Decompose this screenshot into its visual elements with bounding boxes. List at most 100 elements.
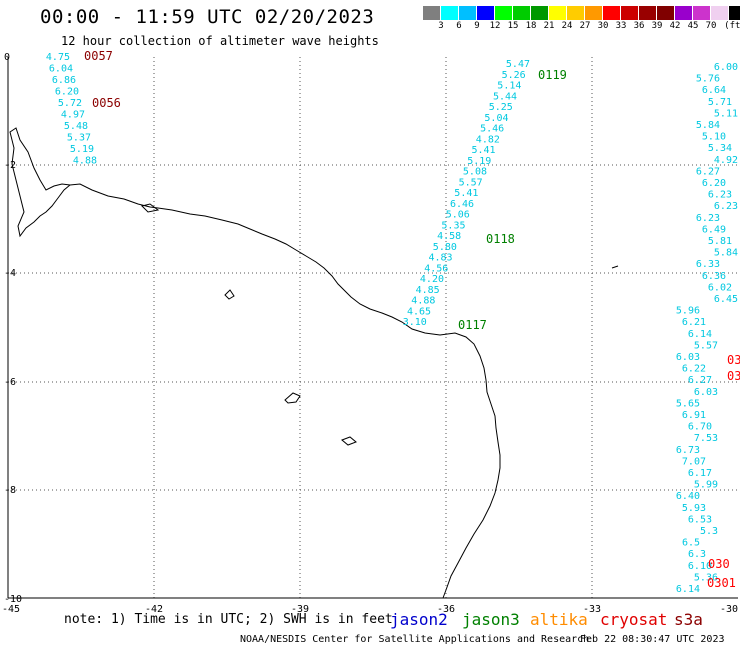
wave-height-value: 4.20 xyxy=(420,274,444,285)
island xyxy=(341,436,357,446)
wave-height-value: 5.19 xyxy=(70,144,94,155)
wave-height-value: 6.14 xyxy=(688,329,712,340)
wave-height-value: 6.3 xyxy=(688,549,706,560)
colorbar-label: 30 xyxy=(597,21,609,31)
wave-height-value: 6.03 xyxy=(694,387,718,398)
wave-height-value: 5.81 xyxy=(708,236,732,247)
wave-height-value: 4.82 xyxy=(476,134,500,145)
colorbar-label: 24 xyxy=(561,21,573,31)
wave-height-value: 5.04 xyxy=(484,113,508,124)
wave-height-value: 7.07 xyxy=(682,456,706,467)
wave-height-value: 5.93 xyxy=(682,503,706,514)
colorbar-label: (ft) xyxy=(724,21,740,31)
colorbar-swatch xyxy=(549,6,567,20)
colorbar-label: 36 xyxy=(633,21,645,31)
colorbar-swatch xyxy=(477,6,495,20)
island xyxy=(224,289,235,300)
legend-jason2: jason2 xyxy=(390,610,448,629)
wave-height-value: 5.80 xyxy=(433,242,457,253)
wave-height-value: 5.76 xyxy=(696,74,720,85)
wave-height-value: 6.33 xyxy=(696,259,720,270)
colorbar-swatch xyxy=(639,6,657,20)
wave-height-value: 4.58 xyxy=(437,231,461,242)
wave-height-value: 5.25 xyxy=(489,102,513,113)
pass-label: 0118 xyxy=(486,232,515,246)
pass-label: 030 xyxy=(727,369,740,383)
wave-height-value: 6.53 xyxy=(688,514,712,525)
wave-height-value: 6.91 xyxy=(682,410,706,421)
wave-height-value: 6.03 xyxy=(676,352,700,363)
island xyxy=(141,203,160,213)
wave-height-value: 6.45 xyxy=(714,294,738,305)
wave-height-value: 5.57 xyxy=(459,177,483,188)
colorbar-swatch xyxy=(693,6,711,20)
legend-note: note: 1) Time is in UTC; 2) SWH is in fe… xyxy=(64,612,393,627)
x-tick-label: -33 xyxy=(583,604,601,615)
wave-height-value: 6.23 xyxy=(708,190,732,201)
wave-height-value: 5.48 xyxy=(64,121,88,132)
x-tick-label: -45 xyxy=(2,604,20,615)
wave-height-value: 4.65 xyxy=(407,306,431,317)
colorbar-swatch xyxy=(495,6,513,20)
wave-height-value: 6.20 xyxy=(55,87,79,98)
wave-height-value: 4.83 xyxy=(429,253,453,264)
wave-height-value: 5.41 xyxy=(454,188,478,199)
colorbar-swatch xyxy=(459,6,477,20)
wave-height-value: 5.84 xyxy=(696,120,720,131)
wave-height-value: 5.08 xyxy=(463,167,487,178)
wave-height-value: 5.99 xyxy=(694,480,718,491)
x-tick-label: -39 xyxy=(291,604,309,615)
colorbar-label: 3 xyxy=(438,21,444,31)
x-tick-label: -30 xyxy=(720,604,738,615)
wave-height-value: 6.14 xyxy=(676,584,700,595)
wave-height-value: 5.34 xyxy=(708,143,732,154)
pass-label: 0119 xyxy=(538,68,567,82)
wave-height-value: 5.41 xyxy=(472,145,496,156)
wave-height-value: 4.56 xyxy=(424,263,448,274)
y-tick-label: -8 xyxy=(4,485,16,496)
coastline xyxy=(9,127,619,599)
colorbar-label: 9 xyxy=(474,21,480,31)
colorbar-swatch xyxy=(585,6,603,20)
pass-label: 0301 xyxy=(707,576,736,590)
legend: note: 1) Time is in UTC; 2) SWH is in fe… xyxy=(0,610,740,630)
wave-height-value: 5.19 xyxy=(467,156,491,167)
colorbar-swatch xyxy=(657,6,675,20)
pass-labels: 0057 0056 0119 0118 0117 030 030 030 0301 xyxy=(84,49,740,590)
wave-height-value: 5.37 xyxy=(67,133,91,144)
wave-height-value: 6.10 xyxy=(688,561,712,572)
page-title: 00:00 - 11:59 UTC 02/20/2023 xyxy=(40,6,375,28)
wave-height-value: 5.26 xyxy=(502,70,526,81)
colorbar-label: 33 xyxy=(615,21,627,31)
wave-height-value: 5.3 xyxy=(700,526,718,537)
wave-height-value: 6.23 xyxy=(696,213,720,224)
colorbar-swatch xyxy=(513,6,531,20)
wave-height-value: 6.86 xyxy=(52,75,76,86)
wave-height-value: 5.35 xyxy=(441,220,465,231)
wave-height-value: 5.71 xyxy=(708,97,732,108)
wave-height-value: 5.96 xyxy=(676,306,700,317)
wave-height-value: 6.04 xyxy=(49,64,73,75)
wave-height-value: 5.06 xyxy=(446,210,470,221)
colorbar-swatch xyxy=(423,6,441,20)
pass-label: 0117 xyxy=(458,318,487,332)
wave-height-value: 5.57 xyxy=(694,340,718,351)
colorbar-label: 12 xyxy=(489,21,501,31)
colorbar-swatch xyxy=(441,6,459,20)
wave-height-value: 6.46 xyxy=(450,199,474,210)
wave-height-value: 4.85 xyxy=(416,285,440,296)
colorbar-label: 27 xyxy=(579,21,591,31)
colorbar xyxy=(423,6,740,20)
colorbar-swatch xyxy=(603,6,621,20)
wave-height-value: 6.73 xyxy=(676,445,700,456)
wave-height-value: 6.20 xyxy=(702,178,726,189)
colorbar-swatch xyxy=(675,6,693,20)
wave-height-value: 5.84 xyxy=(714,248,738,259)
pass-label: 0056 xyxy=(92,96,121,110)
wave-height-value: 6.36 xyxy=(702,271,726,282)
wave-height-value: 3.10 xyxy=(403,317,427,328)
legend-jason3: jason3 xyxy=(462,610,520,629)
colorbar-swatch xyxy=(621,6,639,20)
pass-label: 030 xyxy=(727,353,740,367)
